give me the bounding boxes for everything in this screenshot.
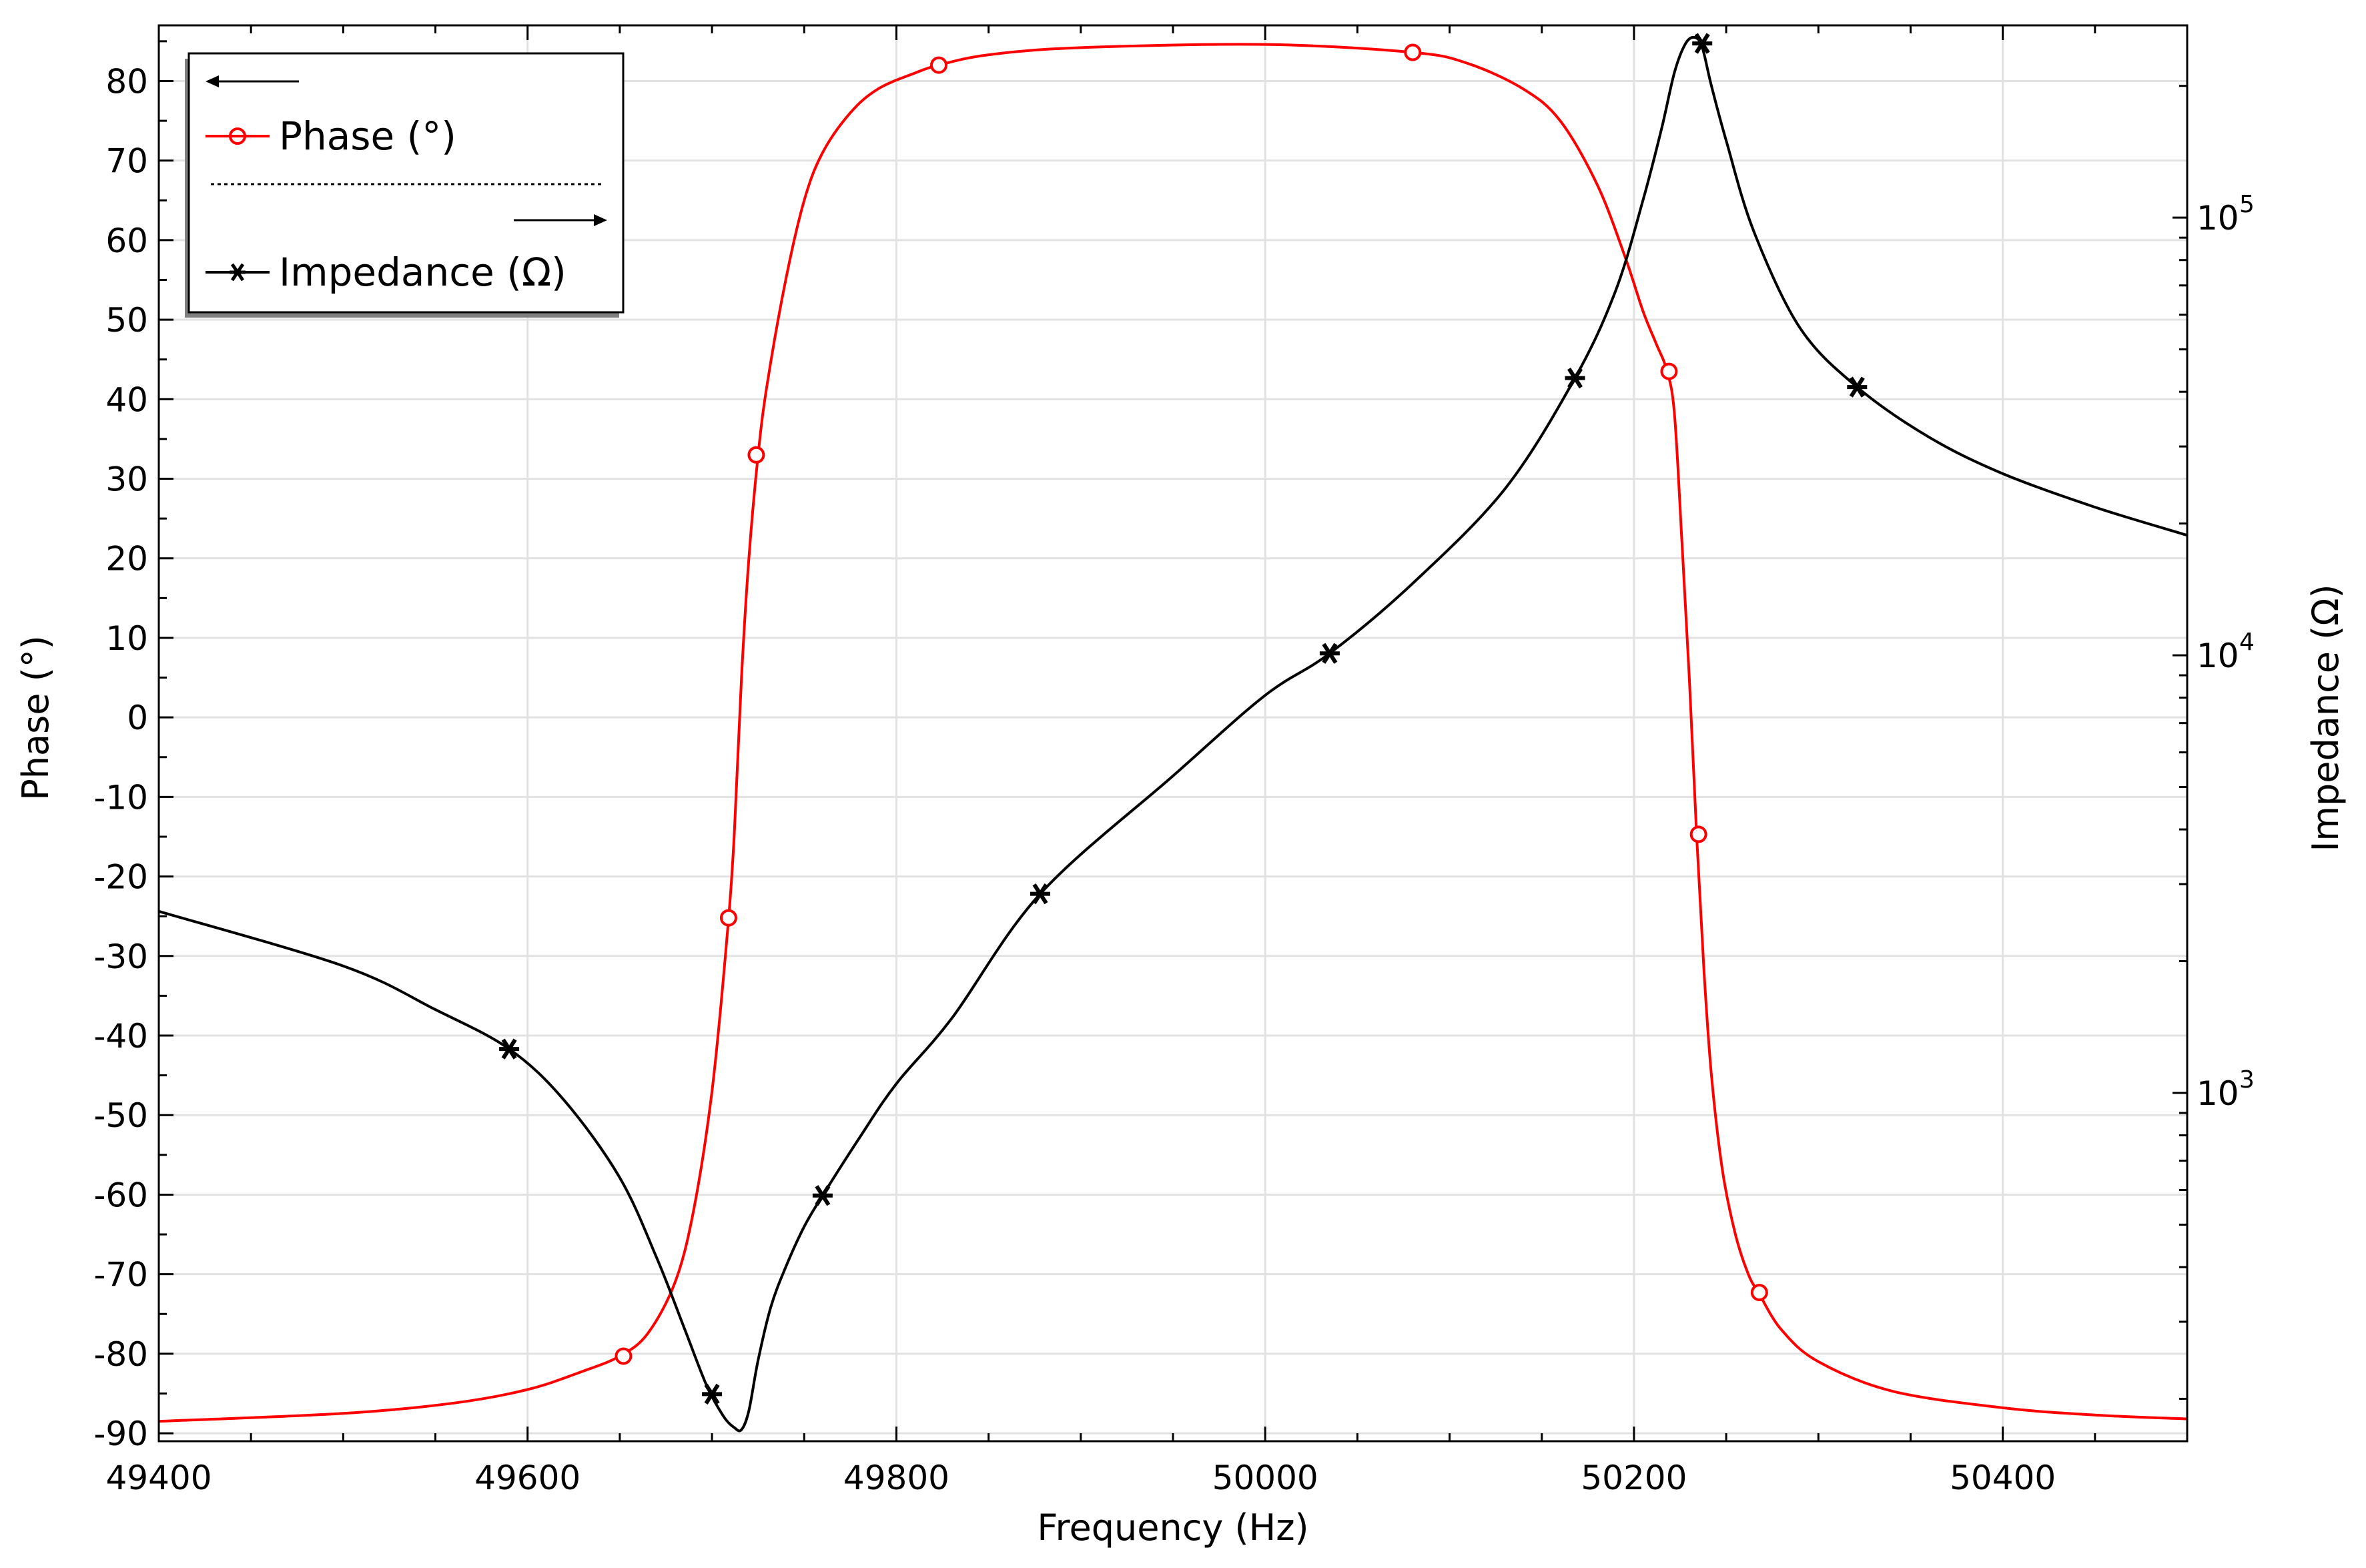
impedance-point bbox=[1030, 883, 1050, 905]
legend-box bbox=[187, 52, 625, 314]
y-right-tick-label: 10 3 bbox=[2197, 1066, 2255, 1113]
phase-point bbox=[615, 1347, 633, 1365]
impedance-point bbox=[702, 1383, 723, 1405]
x-tick-label: 50400 bbox=[1950, 1459, 2056, 1497]
asterisk-stroke bbox=[1322, 643, 1338, 664]
phase-point bbox=[1689, 825, 1707, 843]
x-axis-title: Frequency (Hz) bbox=[1037, 1507, 1308, 1549]
x-tick-label: 49600 bbox=[474, 1459, 580, 1497]
y-right-tick-exponent: 3 bbox=[2239, 1066, 2255, 1094]
asterisk-stroke bbox=[815, 1185, 831, 1206]
legend-entry-phase: Phase (°) bbox=[206, 113, 456, 159]
asterisk-stroke bbox=[501, 1038, 517, 1060]
asterisk-stroke bbox=[1849, 376, 1865, 398]
asterisk-stroke bbox=[1694, 33, 1710, 54]
y-right-tick-exponent: 4 bbox=[2239, 629, 2255, 656]
y-left-tick-label: 60 bbox=[105, 222, 148, 260]
series-layer bbox=[158, 33, 2188, 1433]
y-left-tick-label: -90 bbox=[93, 1415, 148, 1453]
x-tick-label: 49400 bbox=[105, 1459, 212, 1497]
y-right-tick-base: 10 bbox=[2197, 637, 2239, 675]
y-left-tick-label: -80 bbox=[93, 1335, 148, 1374]
y-right-tick-label: 10 4 bbox=[2197, 629, 2255, 675]
impedance-point bbox=[1692, 33, 1713, 54]
phase-point bbox=[930, 56, 948, 74]
x-tick-label: 49800 bbox=[843, 1459, 949, 1497]
asterisk-stroke bbox=[1032, 883, 1048, 905]
y-left-tick-label: 30 bbox=[105, 460, 148, 499]
impedance-point bbox=[1847, 376, 1868, 398]
y-right-tick-base: 10 bbox=[2197, 199, 2239, 238]
left-axis-arrow-icon bbox=[206, 75, 299, 87]
legend-label-phase: Phase (°) bbox=[279, 113, 456, 159]
y-left-tick-label: 0 bbox=[127, 699, 148, 737]
phase-point bbox=[1660, 362, 1678, 380]
impedance-point bbox=[1319, 643, 1340, 664]
y-left-tick-label: -70 bbox=[93, 1256, 148, 1294]
asterisk-stroke bbox=[704, 1383, 720, 1405]
y-left-tick-label: -30 bbox=[93, 937, 148, 976]
legend-entry-impedance: Impedance (Ω) bbox=[206, 250, 566, 295]
y-left-tick-label: 50 bbox=[105, 301, 148, 340]
impedance-line bbox=[158, 35, 2188, 1433]
y-left-tick-label: -10 bbox=[93, 778, 148, 817]
series-phase bbox=[158, 43, 2188, 1423]
legend-label-impedance: Impedance (Ω) bbox=[279, 250, 566, 295]
impedance-point bbox=[812, 1185, 833, 1206]
phase-point bbox=[1404, 43, 1422, 61]
right-axis-arrow-icon bbox=[514, 214, 607, 226]
y-axis-title-left: Phase (°) bbox=[15, 635, 57, 801]
y-right-tick-base: 10 bbox=[2197, 1074, 2239, 1113]
impedance-point bbox=[1565, 367, 1585, 389]
asterisk-stroke bbox=[1567, 367, 1583, 389]
phase-point bbox=[719, 909, 737, 927]
phase-point bbox=[747, 446, 765, 464]
y-left-tick-label: -40 bbox=[93, 1017, 148, 1056]
circle-marker-icon bbox=[229, 127, 246, 145]
y-right-tick-label: 10 5 bbox=[2197, 191, 2255, 238]
series-impedance bbox=[158, 33, 2188, 1433]
tick-labels: 49400 49600 49800 50000 50200 504008070605040… bbox=[93, 62, 2255, 1497]
phase-point bbox=[1750, 1284, 1768, 1302]
impedance-point bbox=[499, 1038, 520, 1060]
y-left-tick-label: -50 bbox=[93, 1096, 148, 1135]
y-left-tick-label: -60 bbox=[93, 1176, 148, 1214]
y-left-tick-label: 10 bbox=[105, 619, 148, 658]
y-left-tick-label: 20 bbox=[105, 540, 148, 578]
asterisk-marker-icon bbox=[230, 263, 246, 282]
x-tick-label: 50000 bbox=[1212, 1459, 1318, 1497]
y-left-tick-label: 70 bbox=[105, 142, 148, 181]
y-right-tick-exponent: 5 bbox=[2239, 191, 2255, 218]
ticks bbox=[157, 25, 2189, 1441]
y-left-tick-label: -20 bbox=[93, 858, 148, 897]
legend: Phase (°) Impedance (Ω) bbox=[185, 52, 625, 318]
y-axis-title-right: Impedance (Ω) bbox=[2305, 584, 2347, 851]
phase-line bbox=[158, 43, 2188, 1423]
y-left-tick-label: 80 bbox=[105, 62, 148, 101]
y-left-tick-label: 40 bbox=[105, 380, 148, 419]
x-tick-label: 50200 bbox=[1581, 1459, 1687, 1497]
